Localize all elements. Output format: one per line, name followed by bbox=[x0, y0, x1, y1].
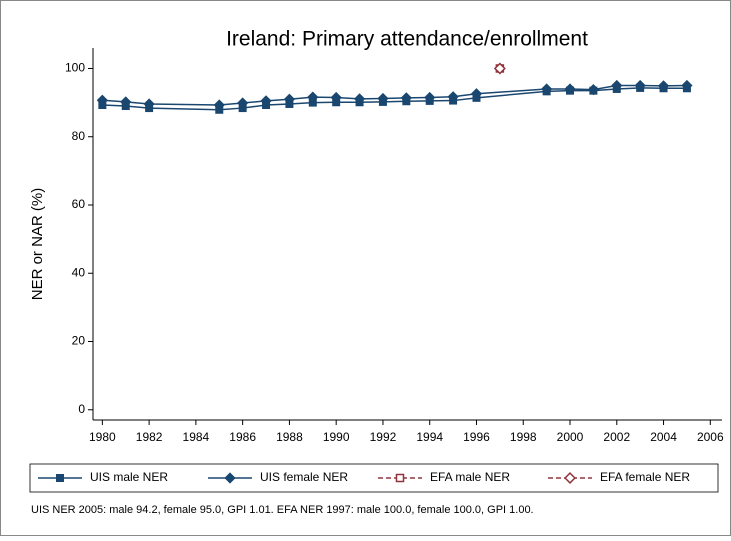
data-point bbox=[400, 92, 412, 104]
data-point bbox=[260, 95, 272, 107]
data-point bbox=[657, 80, 670, 92]
y-tick-label: 0 bbox=[78, 402, 85, 416]
x-tick-label: 2000 bbox=[557, 430, 584, 444]
x-tick-label: 1990 bbox=[323, 430, 350, 444]
x-tick-label: 2004 bbox=[650, 430, 677, 444]
data-point bbox=[634, 79, 646, 92]
legend-box bbox=[29, 463, 719, 493]
y-tick-label: 100 bbox=[65, 61, 85, 75]
data-point bbox=[330, 91, 342, 104]
legend-label: UIS female NER bbox=[260, 470, 348, 484]
x-tick-label: 2002 bbox=[603, 430, 630, 444]
data-point bbox=[377, 92, 389, 105]
legend-label: UIS male NER bbox=[90, 470, 168, 484]
legend-label: EFA male NER bbox=[430, 470, 510, 484]
x-tick-label: 1992 bbox=[370, 430, 397, 444]
data-point bbox=[120, 96, 132, 108]
x-tick-label: 1998 bbox=[510, 430, 537, 444]
legend-label: EFA female NER bbox=[600, 470, 690, 484]
data-point bbox=[611, 79, 623, 92]
data-point bbox=[143, 98, 155, 110]
data-point bbox=[447, 91, 459, 103]
data-point bbox=[493, 62, 506, 75]
y-axis-label: NER or NAR (%) bbox=[29, 188, 46, 301]
x-tick-label: 1996 bbox=[463, 430, 490, 444]
x-tick-label: 1988 bbox=[276, 430, 303, 444]
y-tick-label: 20 bbox=[72, 334, 86, 348]
data-point bbox=[564, 83, 576, 95]
data-point bbox=[213, 99, 225, 111]
x-tick-label: 1994 bbox=[416, 430, 443, 444]
series-line bbox=[102, 84, 687, 106]
data-point bbox=[283, 93, 296, 105]
note: UIS NER 2005: male 94.2, female 95.0, GP… bbox=[31, 504, 534, 516]
x-tick-label: 1984 bbox=[183, 430, 210, 444]
x-tick-label: 1982 bbox=[136, 430, 163, 444]
data-point bbox=[96, 94, 108, 106]
legend-marker bbox=[224, 472, 236, 484]
data-point bbox=[541, 83, 553, 95]
legend-marker bbox=[56, 474, 64, 482]
y-tick-label: 40 bbox=[72, 265, 86, 279]
legend-marker bbox=[564, 472, 576, 484]
x-tick-label: 1986 bbox=[229, 430, 256, 444]
series-line bbox=[102, 87, 687, 111]
x-tick-label: 2006 bbox=[697, 430, 724, 444]
data-point bbox=[353, 93, 366, 105]
data-point bbox=[681, 79, 693, 92]
y-tick-label: 80 bbox=[72, 129, 86, 143]
chart-title: Ireland: Primary attendance/enrollment bbox=[226, 28, 588, 51]
data-point bbox=[424, 91, 436, 104]
x-tick-label: 1980 bbox=[89, 430, 116, 444]
legend-marker bbox=[395, 473, 405, 483]
data-point bbox=[470, 88, 483, 100]
data-point bbox=[307, 91, 319, 103]
data-point bbox=[237, 97, 249, 109]
data-point bbox=[587, 84, 600, 96]
y-tick-label: 60 bbox=[72, 197, 86, 211]
